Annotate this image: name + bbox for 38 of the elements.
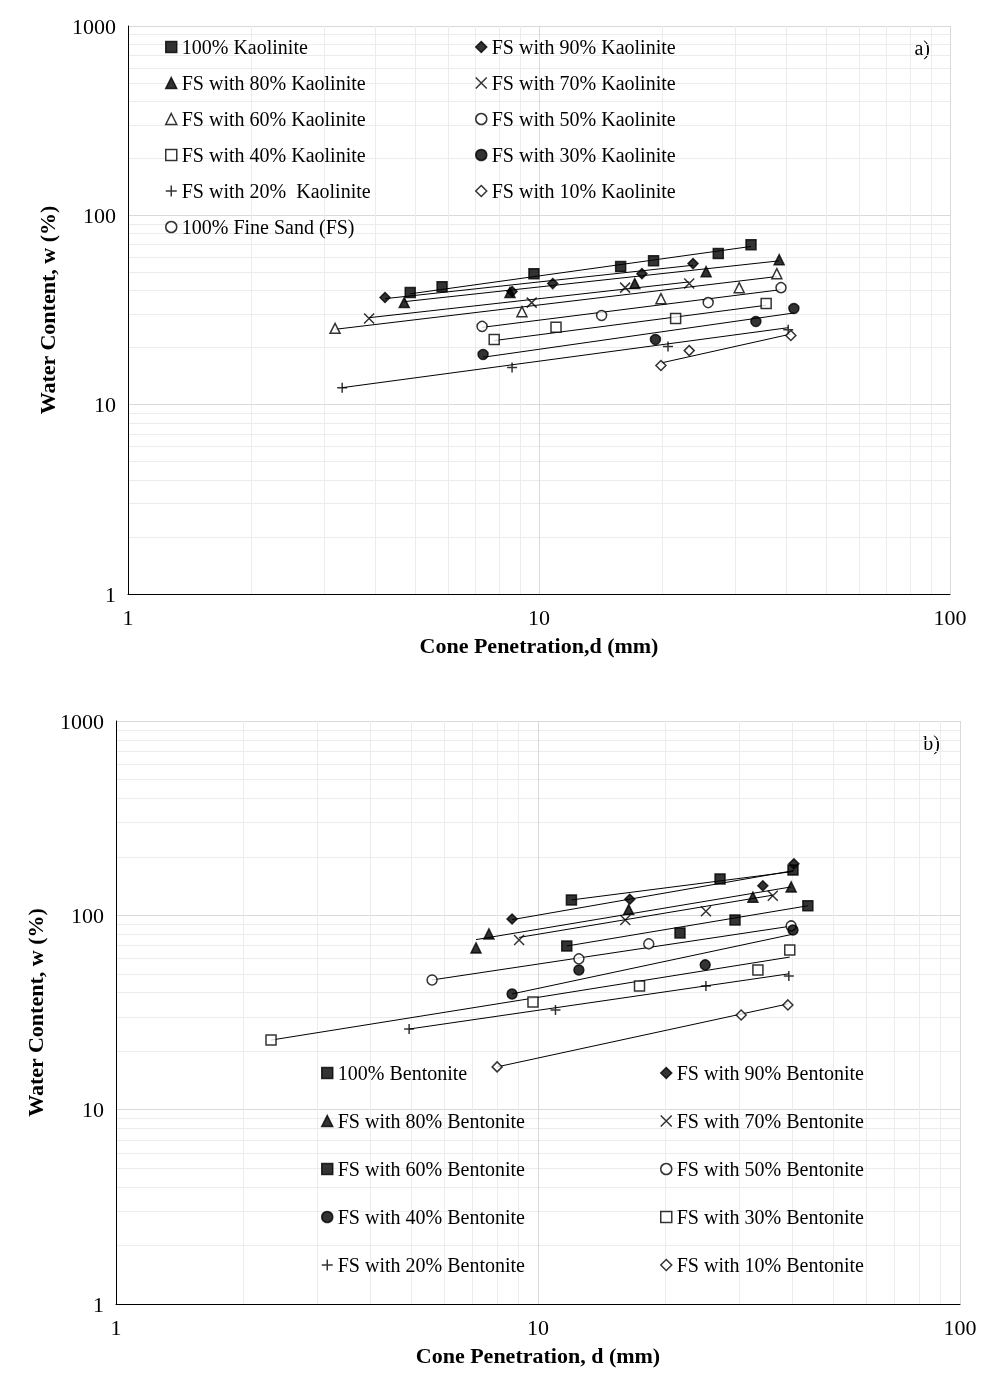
x-axis-title: Cone Penetration, d (mm) [415,1342,661,1368]
legend-label: FS with 50% Kaolinite [491,108,676,130]
x-tick-label: 10 [527,1314,549,1340]
legend-label: FS with 80% Bentonite [337,1110,526,1132]
legend-label: FS with 40% Kaolinite [181,144,366,166]
legend-label: FS with 30% Bentonite [676,1206,865,1228]
legend-label: 100% Bentonite [337,1062,468,1084]
legend-label: FS with 60% Kaolinite [181,108,366,130]
y-tick-label: 100 [71,902,104,928]
y-tick-label: 1 [93,1291,104,1317]
legend-label: FS with 70% Kaolinite [491,72,676,94]
legend-label: FS with 90% Bentonite [676,1062,865,1084]
y-tick-label: 100 [83,202,116,228]
legend-label: 100% Fine Sand (FS) [181,216,355,239]
legend-label: FS with 80% Kaolinite [181,72,366,94]
y-axis-title: Water Content, w (%) [34,205,60,415]
y-tick-label: 1000 [60,708,104,734]
y-tick-label: 1 [105,581,116,607]
legend-label: FS with 50% Bentonite [676,1158,865,1180]
y-tick-label: 1000 [72,13,116,39]
legend-label: FS with 20% Bentonite [337,1254,526,1276]
x-tick-label: 10 [528,604,550,630]
legend-label: FS with 10% Kaolinite [491,180,676,202]
x-tick-label: 1 [122,604,134,630]
legend-label: FS with 60% Bentonite [337,1158,526,1180]
x-axis-title: Cone Penetration,d (mm) [419,632,659,658]
legend-label: 100% Kaolinite [181,36,308,58]
legend-label: FS with 40% Bentonite [337,1206,526,1228]
legend-label: FS with 30% Kaolinite [491,144,676,166]
legend-label: FS with 20% Kaolinite [181,180,371,202]
x-tick-label: 100 [933,604,967,630]
y-tick-label: 10 [94,392,116,418]
y-tick-label: 10 [82,1097,104,1123]
x-tick-label: 100 [943,1314,977,1340]
y-axis-title: Water Content, w (%) [22,908,48,1117]
legend-label: FS with 10% Bentonite [676,1254,865,1276]
legend-label: FS with 70% Bentonite [676,1110,865,1132]
legend-label: FS with 90% Kaolinite [491,36,676,58]
